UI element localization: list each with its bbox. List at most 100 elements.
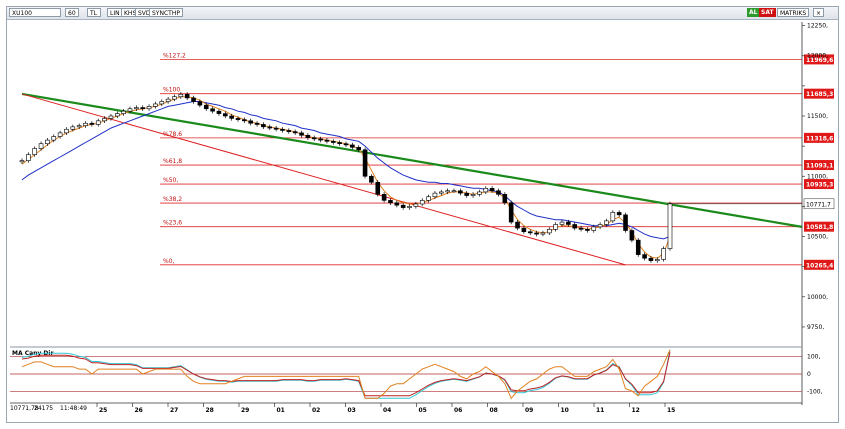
candle-body-7: [64, 128, 69, 134]
date-label-8: 04: [383, 407, 391, 414]
candle-body-76: [502, 194, 508, 204]
sync-button[interactable]: SYNCTHP: [149, 8, 183, 17]
osc-tick-label-0: 100,: [807, 354, 820, 361]
oscillator-panel: MA Cany Dir 100, 0 -100,: [10, 346, 823, 400]
candle-body-20: [146, 106, 152, 110]
candle-body-82: [540, 232, 546, 235]
fib-tag-4: 10935,3: [806, 182, 833, 189]
candle-body-19: [140, 107, 146, 110]
candle-body-73: [483, 188, 489, 193]
symbol-selector[interactable]: XU100: [9, 8, 61, 17]
date-label-0: 25: [99, 407, 107, 414]
oscillator-title: MA Cany Dir: [12, 350, 53, 357]
candle-body-86: [566, 221, 571, 225]
candle-body-79: [521, 227, 527, 233]
date-axis: 25 26 27 28 29 01 02 03 04 05 06 08 09 10 11 12 15: [10, 402, 802, 414]
candle-body-12: [95, 120, 101, 125]
candle-body-58: [388, 200, 393, 204]
date-label-2: 27: [170, 407, 178, 414]
candle-body-48: [324, 139, 330, 142]
candle-body-24: [172, 96, 177, 100]
candle-body-45: [305, 134, 311, 139]
close-icon[interactable]: ×: [813, 8, 825, 17]
candle-body-75: [496, 190, 501, 195]
fib-label-1: %100: [163, 87, 180, 94]
candle-body-1: [26, 154, 31, 161]
date-label-12: 09: [525, 407, 533, 414]
candle-body-54: [362, 149, 368, 177]
fib-tag-bg-1: [804, 88, 834, 99]
candle-body-55: [369, 175, 374, 183]
date-label-6: 02: [312, 407, 320, 414]
candle-body-36: [248, 120, 254, 124]
candle-body-0: [19, 160, 25, 163]
candle-body-89: [585, 228, 590, 231]
date-label-16: 15: [667, 407, 675, 414]
fib-tag-0: 11969,6: [806, 57, 833, 64]
fib-tag-2: 11318,6: [806, 135, 833, 142]
candle-body-84: [553, 224, 558, 230]
ma-fast-line: [21, 96, 671, 259]
candle-body-18: [134, 107, 139, 110]
date-label-13: 10: [561, 407, 569, 414]
candle-body-50: [337, 142, 342, 145]
candle-body-56: [375, 181, 381, 195]
candle-body-90: [591, 226, 597, 231]
date-label-4: 29: [241, 407, 249, 414]
candle-body-72: [477, 191, 482, 195]
candle-body-31: [216, 110, 222, 114]
buy-button[interactable]: AL: [747, 8, 760, 17]
candle-body-96: [629, 230, 635, 241]
status-time: 11:48:49: [60, 405, 87, 412]
period-selector[interactable]: 60: [65, 8, 79, 17]
fib-label-2: %78,6: [163, 131, 182, 138]
candle-body-98: [642, 254, 647, 259]
candle-body-11: [89, 122, 95, 125]
osc-slow-line: [21, 352, 671, 397]
trendlines: 10771,7: [21, 92, 835, 266]
candle-body-97: [635, 239, 641, 255]
fib-label-4: %50,: [163, 177, 178, 184]
candle-body-67: [445, 190, 450, 193]
candle-body-9: [76, 125, 82, 128]
candle-body-51: [343, 143, 349, 146]
candle-body-23: [165, 98, 171, 102]
candle-body-80: [527, 231, 533, 234]
fib-tag-bg-6: [804, 221, 834, 232]
candle-body-61: [407, 206, 412, 208]
candle-body-15: [114, 113, 120, 117]
price-tick-label-5: 11000,: [807, 173, 828, 180]
candle-body-71: [470, 194, 476, 196]
candle-body-35: [242, 119, 247, 122]
candle-body-5: [51, 136, 57, 141]
candle-body-57: [381, 194, 387, 201]
candle-body-59: [394, 202, 400, 206]
candle-body-4: [45, 139, 50, 145]
fib-tag-bg-2: [804, 132, 834, 143]
chart-window: [6, 6, 839, 423]
candle-body-63: [419, 200, 425, 205]
price-tick-label-9: 12000,: [807, 53, 828, 60]
candle-body-25: [178, 94, 184, 98]
candle-body-8: [70, 126, 76, 130]
candle-body-60: [400, 204, 406, 208]
candle-body-34: [235, 118, 241, 120]
price-tick-label-0: 9750,: [807, 324, 824, 331]
fibonacci-levels: %127,2 11969,6 %100 11685,3 %78,6 11318,6 %61,…: [160, 52, 834, 270]
fib-tag-7: 10265,4: [806, 262, 833, 269]
candle-body-29: [203, 104, 209, 110]
candle-body-65: [432, 192, 438, 198]
candle-body-26: [184, 94, 190, 99]
last-price-tag-bg: [803, 198, 835, 210]
fib-tag-bg-3: [804, 160, 834, 171]
price-tick-label-1: 10000,: [807, 294, 828, 301]
matriks-button[interactable]: MATRIKS: [777, 8, 810, 17]
date-label-3: 28: [206, 407, 214, 414]
candle-body-38: [261, 124, 266, 128]
candle-body-87: [572, 224, 578, 229]
fib-tag-bg-7: [804, 259, 834, 270]
sell-button[interactable]: SAT: [759, 8, 776, 17]
price-tick-label-10: 12250,: [807, 23, 828, 30]
candle-body-30: [210, 108, 215, 112]
currency-selector[interactable]: TL: [87, 8, 101, 17]
